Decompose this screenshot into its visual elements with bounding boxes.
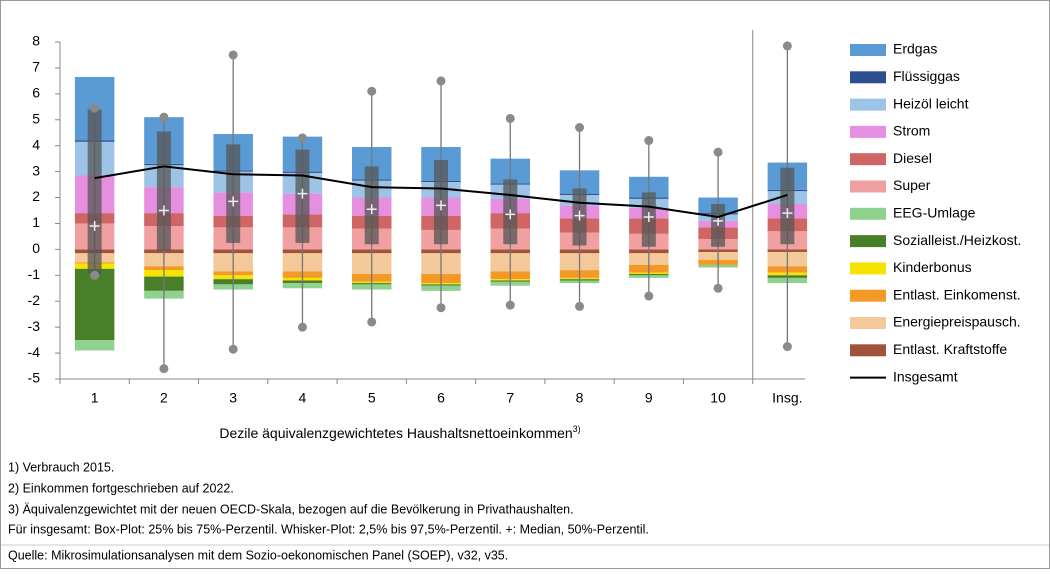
x-axis-title: Dezile äquivalenzgewichtetes Haushaltsne… <box>219 424 580 440</box>
y-tick-label: 1 <box>32 214 40 230</box>
legend-label: Energiepreispausch. <box>893 314 1021 330</box>
legend-label: Entlast. Einkomenst. <box>893 286 1021 302</box>
x-tick-label: 4 <box>299 390 307 406</box>
whisker-high-dot <box>575 123 585 133</box>
legend-label: Erdgas <box>893 41 937 57</box>
box <box>226 144 241 243</box>
y-tick-label: -3 <box>28 318 41 334</box>
legend-swatch <box>850 235 886 248</box>
y-tick-label: 2 <box>32 188 40 204</box>
source: Quelle: Mikrosimulationsanalysen mit dem… <box>8 548 508 562</box>
whisker-low-dot <box>575 301 585 311</box>
median <box>782 208 793 219</box>
x-tick-label: 5 <box>368 390 376 406</box>
legend-swatch <box>850 98 886 111</box>
note: Für insgesamt: Box-Plot: 25% bis 75%-Per… <box>8 522 649 536</box>
legend-swatch <box>850 180 886 193</box>
whisker-low-dot <box>782 342 792 352</box>
median <box>574 210 585 221</box>
whisker-low-dot <box>297 322 307 332</box>
legend-swatch <box>850 317 886 329</box>
legend-swatch <box>850 262 886 275</box>
x-tick-label: 10 <box>710 390 726 406</box>
note: 1) Verbrauch 2015. <box>8 460 114 474</box>
median <box>366 204 377 215</box>
whisker-high-dot <box>782 41 792 51</box>
x-tick-label: 9 <box>645 390 653 406</box>
y-tick-label: 6 <box>32 85 40 101</box>
legend-label: Insgesamt <box>893 368 958 384</box>
x-axis-title-text: Dezile äquivalenzgewichtetes Haushaltsne… <box>219 425 572 441</box>
y-tick-label: 7 <box>32 59 40 75</box>
y-tick-label: -2 <box>28 292 41 308</box>
x-tick-label: 8 <box>576 390 584 406</box>
box <box>87 109 102 275</box>
y-tick-label: 5 <box>32 110 40 126</box>
legend-label: Super <box>893 177 931 193</box>
median <box>505 209 516 220</box>
whisker-high-dot <box>159 112 169 122</box>
y-tick-label: 0 <box>32 240 40 256</box>
x-tick-label: Insg. <box>772 390 802 406</box>
x-tick-label: 1 <box>91 390 99 406</box>
legend-swatch <box>850 125 886 138</box>
legend-label: EEG-Umlage <box>893 205 976 221</box>
whisker-high-dot <box>297 133 307 143</box>
whisker-low-dot <box>713 283 723 293</box>
whisker-low-dot <box>644 291 654 301</box>
median <box>436 200 446 211</box>
note: 2) Einkommen fortgeschrieben auf 2022. <box>8 481 234 495</box>
whisker-low-dot <box>367 317 377 327</box>
whisker-high-dot <box>228 50 238 60</box>
whisker-high-dot <box>713 147 723 157</box>
median <box>297 188 308 199</box>
legend-label: Entlast. Kraftstoffe <box>893 341 1007 357</box>
legend-label: Flüssiggas <box>893 68 960 84</box>
legend-label: Kinderbonus <box>893 259 972 275</box>
whisker-high-dot <box>90 103 100 113</box>
whisker-high-dot <box>644 136 654 146</box>
whisker-high-dot <box>436 76 446 86</box>
median <box>228 196 239 207</box>
median <box>643 211 654 222</box>
legend-swatch <box>850 344 886 357</box>
legend-label: Sozialleist./Heizkost. <box>893 232 1021 248</box>
median <box>158 205 169 216</box>
legend-swatch <box>850 207 886 220</box>
median <box>89 221 100 232</box>
x-tick-label: 6 <box>437 390 445 406</box>
y-tick-label: 4 <box>32 136 40 152</box>
y-tick-label: -5 <box>28 370 41 386</box>
box <box>156 131 171 251</box>
line <box>94 165 788 219</box>
legend-label: Strom <box>893 123 930 139</box>
note: 3) Äquivalenzgewichtet mit der neuen OEC… <box>8 502 574 516</box>
legend-swatch <box>850 71 886 84</box>
whisker-high-dot <box>367 86 377 96</box>
whisker-high-dot <box>505 113 515 123</box>
x-axis-title-sup: 3) <box>573 424 581 434</box>
x-tick-label: 7 <box>506 390 514 406</box>
bar-segment <box>74 340 115 351</box>
y-tick-label: 3 <box>32 162 40 178</box>
whisker-low-dot <box>90 270 100 280</box>
box <box>780 167 795 245</box>
whisker-low-dot <box>436 303 446 313</box>
y-tick-label: -1 <box>28 266 41 282</box>
whisker-low-dot <box>228 344 238 354</box>
whisker-low-dot <box>505 300 515 310</box>
legend-swatch <box>850 289 886 302</box>
y-tick-label: 8 <box>32 33 40 49</box>
legend-label: Diesel <box>893 150 932 166</box>
legend-label: Heizöl leicht <box>893 95 969 111</box>
whisker-low-dot <box>159 364 169 374</box>
legend-swatch <box>850 44 886 56</box>
legend-swatch <box>850 153 886 166</box>
x-tick-label: 3 <box>229 390 237 406</box>
x-tick-label: 2 <box>160 390 168 406</box>
bar-segment <box>74 268 115 341</box>
y-tick-label: -4 <box>28 344 41 360</box>
